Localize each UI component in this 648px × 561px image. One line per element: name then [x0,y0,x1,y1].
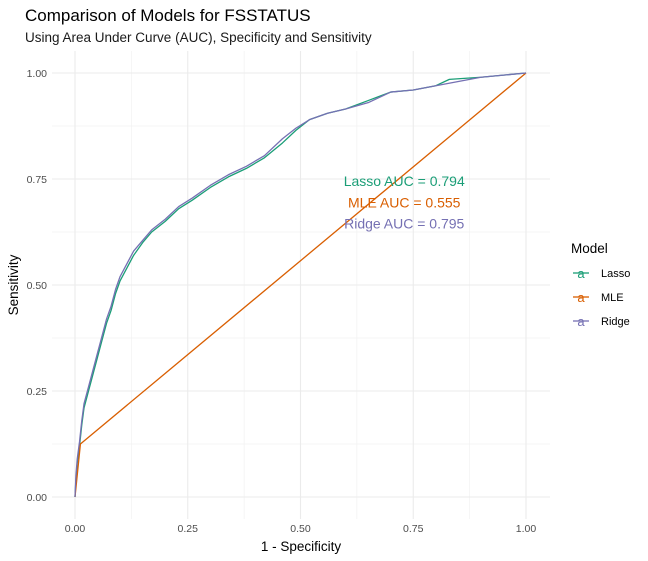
auc-annotation: MLE AUC = 0.555 [348,194,461,210]
grid-lines [52,51,550,519]
series-line-mle [74,72,527,498]
series-line-ridge [74,72,527,498]
legend-item-mle: a MLE [573,290,624,305]
x-axis-ticks: 0.00 0.25 0.50 0.75 1.00 [65,523,537,535]
legend-item-ridge: a Ridge [573,314,630,329]
x-tick-label: 0.25 [178,523,199,535]
chart-subtitle: Using Area Under Curve (AUC), Specificit… [25,30,372,45]
auc-annotation: Ridge AUC = 0.795 [344,216,464,232]
legend-key-glyph: a [577,290,585,305]
legend-label: Ridge [601,316,630,328]
legend-item-lasso: a Lasso [573,266,630,281]
legend-key-glyph: a [577,266,585,281]
legend-title: Model [571,241,608,256]
x-tick-label: 0.50 [290,523,311,535]
y-tick-label: 1.00 [27,68,48,80]
chart-title: Comparison of Models for FSSTATUS [25,6,311,25]
series-lines [74,72,527,498]
y-tick-label: 0.75 [27,174,48,186]
x-tick-label: 0.75 [403,523,424,535]
x-tick-label: 0.00 [65,523,86,535]
x-tick-label: 1.00 [516,523,537,535]
y-axis-ticks: 0.00 0.25 0.50 0.75 1.00 [27,68,48,504]
auc-annotation: Lasso AUC = 0.794 [344,173,465,189]
legend-label: MLE [601,292,624,304]
y-tick-label: 0.50 [27,280,48,292]
x-axis-title: 1 - Specificity [261,539,342,554]
y-axis-title: Sensitivity [6,254,21,315]
legend-label: Lasso [601,268,630,280]
legend: Model a Lasso a MLE a Ridge [571,241,630,329]
y-tick-label: 0.25 [27,386,48,398]
y-tick-label: 0.00 [27,492,48,504]
auc-annotations: Lasso AUC = 0.794 MLE AUC = 0.555 Ridge AU… [344,173,465,231]
legend-key-glyph: a [577,314,585,329]
